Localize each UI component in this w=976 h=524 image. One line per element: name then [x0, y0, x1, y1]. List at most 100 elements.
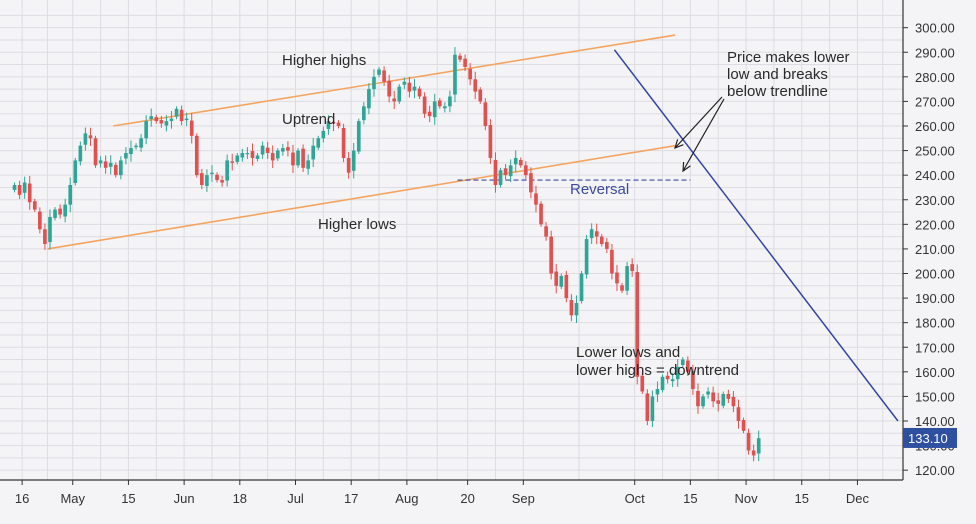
- candle: [134, 143, 138, 150]
- candle-body: [539, 203, 543, 225]
- y-tick-label: 170.00: [915, 340, 955, 355]
- candle-body: [412, 86, 417, 91]
- candle-body: [731, 396, 736, 407]
- candle: [265, 141, 270, 159]
- last-price-label: 133.10: [908, 431, 948, 446]
- candle-body: [159, 120, 164, 124]
- candle-body: [513, 157, 518, 165]
- candle: [402, 77, 407, 89]
- candle-body: [529, 173, 533, 193]
- arrow-head: [682, 161, 691, 173]
- candle-body: [356, 121, 361, 152]
- candle: [650, 390, 655, 427]
- candle-body: [670, 379, 675, 382]
- candle: [706, 387, 710, 399]
- y-tick-label: 270.00: [915, 94, 955, 109]
- y-tick-label: 260.00: [915, 119, 955, 134]
- x-tick-label: Jul: [287, 491, 304, 506]
- y-tick-label: 120.00: [915, 463, 955, 478]
- candle-body: [716, 400, 721, 404]
- label-higher-lows: Higher lows: [318, 216, 396, 233]
- candle: [367, 83, 371, 115]
- candle: [43, 223, 47, 250]
- label-uptrend: Uptrend: [282, 111, 335, 128]
- candle-body: [741, 420, 746, 431]
- candle-body: [432, 101, 437, 118]
- candle: [635, 264, 640, 385]
- candle: [701, 393, 705, 409]
- candle: [518, 157, 523, 168]
- candle-body: [544, 226, 548, 237]
- candle: [463, 54, 467, 72]
- candle-body: [453, 54, 457, 95]
- x-tick-label: 16: [15, 491, 29, 506]
- candle-body: [726, 393, 731, 399]
- candle: [63, 198, 67, 223]
- candle: [12, 182, 17, 193]
- candle-body: [635, 272, 640, 377]
- candle: [341, 123, 346, 163]
- candle: [665, 371, 670, 384]
- candle: [468, 63, 472, 86]
- x-axis-band: [0, 481, 976, 524]
- candle: [235, 153, 240, 165]
- candle: [108, 155, 113, 175]
- candle: [362, 102, 366, 125]
- candle-body: [579, 273, 584, 302]
- candle: [498, 167, 503, 188]
- candle-body: [650, 396, 655, 421]
- candle-body: [605, 242, 609, 249]
- candle-body: [377, 69, 381, 75]
- candle: [88, 127, 93, 146]
- candle-body: [235, 155, 240, 162]
- candle: [200, 169, 204, 190]
- candle: [250, 143, 255, 166]
- candle-body: [367, 89, 371, 109]
- candle: [220, 175, 224, 187]
- candle-body: [230, 161, 235, 163]
- candle-body: [78, 145, 83, 162]
- candle: [321, 126, 326, 143]
- candle: [119, 156, 123, 180]
- candle-body: [53, 209, 57, 218]
- candle: [22, 176, 27, 199]
- candle-body: [275, 150, 280, 159]
- candle: [524, 161, 528, 180]
- candle: [594, 223, 599, 245]
- candle: [670, 373, 675, 388]
- candle: [58, 204, 62, 219]
- candle: [225, 154, 229, 187]
- candle: [680, 357, 685, 368]
- candle: [539, 201, 543, 227]
- grid: [0, 0, 903, 480]
- candle-body: [38, 211, 42, 230]
- candle-body: [260, 145, 265, 155]
- candle-body: [711, 392, 715, 402]
- candle: [194, 133, 199, 178]
- candle-body: [610, 249, 614, 274]
- candle-body: [488, 125, 493, 158]
- candle: [569, 294, 574, 322]
- y-tick-label: 190.00: [915, 291, 955, 306]
- candle: [645, 389, 650, 426]
- candle: [751, 444, 756, 462]
- candle: [615, 264, 619, 291]
- candle-body: [686, 360, 690, 372]
- candle-body: [483, 102, 488, 126]
- candle-body: [316, 138, 321, 148]
- candle-body: [756, 438, 761, 454]
- candle-body: [291, 152, 295, 166]
- x-tick-label: Nov: [735, 491, 759, 506]
- x-tick-label: Aug: [395, 491, 418, 506]
- candle: [478, 87, 483, 104]
- candle: [139, 134, 143, 152]
- candle: [726, 389, 731, 404]
- candle: [589, 223, 594, 244]
- candle: [336, 120, 341, 129]
- candle: [741, 417, 746, 434]
- candle-body: [22, 182, 27, 193]
- x-tick-label: 17: [344, 491, 358, 506]
- candle-body: [680, 359, 685, 365]
- x-tick-label: 15: [795, 491, 809, 506]
- x-tick-label: Oct: [625, 491, 646, 506]
